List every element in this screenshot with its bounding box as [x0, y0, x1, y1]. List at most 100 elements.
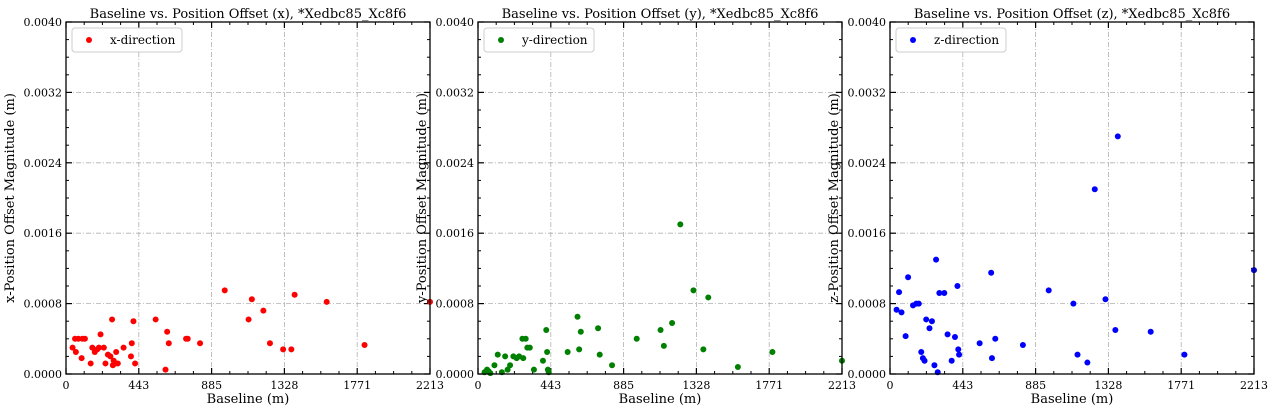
axes-frame: [477, 21, 843, 375]
data-point: [248, 296, 255, 303]
data-point: [128, 340, 135, 347]
data-point: [1074, 351, 1081, 358]
data-point: [288, 346, 295, 353]
y-tick-label: 0.0016: [436, 227, 475, 240]
x-tick-label: 1771: [1167, 379, 1195, 392]
data-point: [660, 342, 667, 349]
data-point: [165, 340, 172, 347]
legend-box: [483, 27, 595, 53]
data-point: [78, 355, 85, 362]
legend-label: x-direction: [110, 33, 176, 47]
data-point: [132, 360, 139, 367]
data-point: [95, 344, 102, 351]
x-tick-label: 443: [128, 379, 149, 392]
data-point: [87, 360, 94, 367]
data-point: [669, 319, 676, 326]
chart-panel-2: 0 443 885 1328 1771 22130.00000.00080.00160.0…: [415, 7, 856, 407]
x-tick-label: 443: [952, 379, 973, 392]
chart-panel-1: 0 443 885 1328 1771 2213 0.0000 0.0008 0.0016 0.0…: [3, 7, 444, 407]
legend-label: y-direction: [521, 33, 588, 47]
data-points: [893, 133, 1257, 376]
data-point: [491, 362, 498, 369]
data-points: [69, 287, 433, 373]
data-point: [120, 344, 127, 351]
data-point: [164, 328, 171, 335]
data-point: [921, 357, 928, 364]
x-tick-label: 1328: [682, 379, 710, 392]
data-point: [539, 357, 546, 364]
chart-title: Baseline vs. Position Offset (x), *Xedbc…: [90, 7, 407, 22]
data-point: [245, 316, 252, 323]
data-point: [1112, 327, 1119, 333]
data-point: [992, 335, 999, 342]
legend-marker: [498, 37, 504, 43]
y-tick-label: 0.0000: [436, 368, 475, 381]
x-tick-label: 0: [475, 379, 482, 392]
data-point: [522, 335, 529, 342]
data-point: [109, 316, 116, 323]
x-tick-label: 2213: [416, 379, 444, 392]
x-axis-label: Baseline (m): [1031, 392, 1114, 407]
data-point: [113, 349, 120, 355]
x-tick-label: 0: [63, 379, 70, 392]
legend-marker: [86, 37, 92, 43]
x-tick-label: 1771: [755, 379, 783, 392]
data-point: [577, 328, 584, 335]
data-point: [507, 362, 514, 369]
legend: y-direction: [483, 27, 595, 53]
data-point: [936, 290, 943, 297]
data-point: [1181, 351, 1188, 358]
data-point: [941, 290, 948, 297]
grid-lines: [66, 22, 430, 374]
data-point: [1091, 186, 1098, 193]
data-point: [769, 349, 776, 355]
data-point: [944, 331, 951, 338]
y-tick-label: 0.0008: [24, 298, 63, 311]
x-tick-label: 1771: [343, 379, 371, 392]
axes-frame: [889, 21, 1255, 375]
x-tick-label: 443: [540, 379, 561, 392]
data-point: [657, 327, 664, 333]
data-point: [1019, 341, 1026, 348]
data-point: [955, 346, 962, 353]
data-point: [633, 335, 640, 342]
data-point: [544, 349, 551, 355]
data-point: [520, 355, 527, 362]
legend: x-direction: [71, 27, 183, 53]
major-ticks: [889, 21, 1255, 375]
data-point: [1147, 328, 1154, 335]
data-point: [918, 349, 925, 355]
x-tick-label: 2213: [1240, 379, 1268, 392]
y-tick-label: 0.0008: [848, 298, 887, 311]
legend-box: [895, 27, 1007, 53]
data-point: [69, 344, 76, 351]
chart-title: Baseline vs. Position Offset (z), *Xedbc…: [914, 7, 1230, 22]
data-point: [291, 291, 298, 298]
x-axis-label: Baseline (m): [207, 392, 290, 407]
data-point: [197, 340, 204, 347]
y-tick-label: 0.0040: [24, 16, 63, 29]
y-tick-label: 0.0032: [24, 86, 63, 99]
data-point: [976, 340, 983, 347]
data-point: [928, 318, 935, 325]
x-tick-label: 1328: [1094, 379, 1122, 392]
data-point: [221, 287, 228, 294]
y-tick-label: 0.0016: [848, 227, 887, 240]
major-ticks: [477, 21, 843, 375]
data-point: [705, 294, 712, 301]
x-tick-label: 885: [1025, 379, 1046, 392]
y-tick-label: 0.0024: [848, 157, 887, 170]
data-point: [609, 362, 616, 369]
data-point: [323, 298, 330, 305]
data-point: [162, 366, 169, 373]
data-point: [734, 363, 741, 370]
x-tick-label: 0: [887, 379, 894, 392]
data-point: [926, 325, 933, 332]
data-points: [481, 221, 845, 377]
data-point: [530, 366, 537, 373]
data-point: [700, 346, 707, 353]
data-point: [915, 300, 922, 307]
data-point: [487, 370, 494, 377]
data-point: [100, 344, 107, 351]
